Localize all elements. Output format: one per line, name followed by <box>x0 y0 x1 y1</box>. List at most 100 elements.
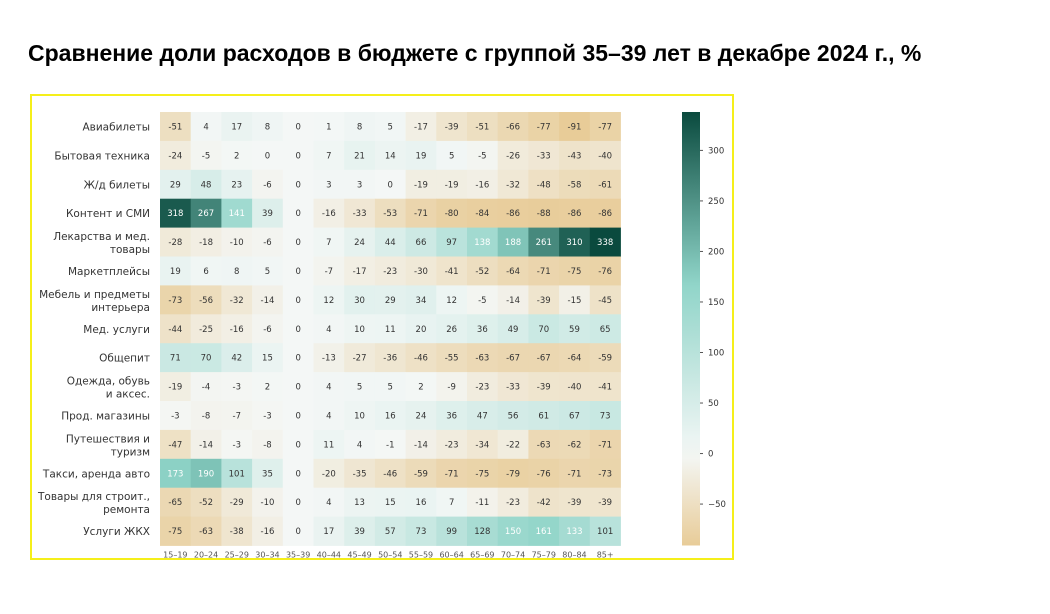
cell-value: -63 <box>199 527 213 537</box>
heatmap-cell <box>221 285 253 315</box>
cell-value: 71 <box>170 354 181 364</box>
heatmap-cell <box>436 487 468 517</box>
heatmap-cell <box>436 458 468 489</box>
cell-value: -36 <box>383 354 397 364</box>
cell-value: 7 <box>326 238 331 248</box>
heatmap-cell <box>344 458 376 489</box>
column-label: 55–59 <box>409 551 433 559</box>
cell-value: -64 <box>568 354 582 364</box>
cell-value: 70 <box>201 354 212 364</box>
heatmap-cell <box>436 112 468 142</box>
heatmap-cell <box>282 314 314 344</box>
cell-value: -40 <box>598 151 612 161</box>
heatmap-cell <box>252 314 284 344</box>
heatmap-cell <box>559 372 591 402</box>
row-label: Услуги ЖКХ <box>83 526 150 538</box>
cell-value: 0 <box>295 209 300 219</box>
heatmap-cell <box>252 198 284 228</box>
cell-value: -58 <box>568 180 582 190</box>
cell-value: 4 <box>357 440 362 450</box>
heatmap-cell <box>559 314 591 344</box>
cell-value: -88 <box>537 209 551 219</box>
cell-value: -8 <box>202 411 210 421</box>
heatmap-cell <box>589 516 621 546</box>
heatmap-cell <box>282 169 314 200</box>
page-title: Сравнение доли расходов в бюджете с груп… <box>28 40 922 66</box>
cell-value: 5 <box>449 151 454 161</box>
row-label: Авиабилеты <box>82 121 150 133</box>
heatmap-cell <box>190 429 222 460</box>
cell-value: -71 <box>445 469 459 479</box>
cell-value: -79 <box>506 469 520 479</box>
cell-value: -80 <box>445 209 459 219</box>
cell-value: -73 <box>168 296 182 306</box>
heatmap-cell <box>374 227 406 257</box>
heatmap-cell <box>528 285 560 315</box>
heatmap-cell <box>313 227 345 257</box>
cell-value: 16 <box>385 411 396 421</box>
cell-value: 47 <box>477 411 488 421</box>
heatmap-cell <box>190 314 222 344</box>
cell-value: -17 <box>414 122 428 132</box>
heatmap-cell <box>190 516 222 546</box>
cell-value: 36 <box>446 411 457 421</box>
cell-value: -23 <box>475 383 489 393</box>
cell-value: -46 <box>414 354 428 364</box>
cell-value: 5 <box>388 383 393 393</box>
cell-value: 190 <box>198 469 214 479</box>
heatmap-cell <box>282 256 314 286</box>
heatmap-cell <box>559 429 591 460</box>
heatmap-cell <box>252 343 284 373</box>
heatmap-cell <box>559 140 591 171</box>
heatmap-cell <box>221 458 253 489</box>
heatmap-cell <box>405 140 437 171</box>
heatmap-cell <box>467 516 499 546</box>
heatmap-cell <box>313 314 345 344</box>
heatmap-cell <box>252 401 284 431</box>
cell-value: -5 <box>478 296 486 306</box>
cell-value: -16 <box>322 209 336 219</box>
cell-value: -84 <box>475 209 489 219</box>
cell-value: 14 <box>385 151 396 161</box>
cell-value: -63 <box>537 440 551 450</box>
cell-value: -1 <box>386 440 394 450</box>
heatmap-cell <box>405 314 437 344</box>
cell-value: -75 <box>475 469 489 479</box>
heatmap-cell <box>344 227 376 257</box>
cell-value: -33 <box>353 209 367 219</box>
cell-value: 3 <box>326 180 331 190</box>
heatmap-cell <box>436 516 468 546</box>
heatmap-cell <box>497 401 529 431</box>
cell-value: -71 <box>537 267 551 277</box>
heatmap-cell <box>467 343 499 373</box>
heatmap-cell <box>467 487 499 517</box>
cell-value: 133 <box>566 527 582 537</box>
heatmap-cell <box>589 140 621 171</box>
heatmap-cell <box>405 285 437 315</box>
cell-value: 0 <box>295 527 300 537</box>
cell-value: 101 <box>597 527 613 537</box>
cell-value: -3 <box>233 440 241 450</box>
cell-value: 24 <box>416 411 427 421</box>
heatmap-cell <box>221 112 253 142</box>
row-label: Ж/д билеты <box>84 179 150 191</box>
heatmap-cell <box>190 169 222 200</box>
cell-value: 24 <box>354 238 365 248</box>
heatmap-cell <box>221 516 253 546</box>
heatmap-cell <box>497 372 529 402</box>
heatmap-cell <box>405 343 437 373</box>
heatmap-cell <box>374 429 406 460</box>
cell-value: 0 <box>295 122 300 132</box>
heatmap-cell <box>559 285 591 315</box>
cell-value: -15 <box>568 296 582 306</box>
heatmap-cell <box>559 112 591 142</box>
heatmap-cell <box>559 256 591 286</box>
heatmap-cell <box>467 372 499 402</box>
heatmap-cell <box>374 256 406 286</box>
heatmap-cell <box>467 458 499 489</box>
colorbar <box>682 112 700 546</box>
cell-value: -17 <box>353 267 367 277</box>
heatmap-cell <box>313 198 345 228</box>
cell-value: -3 <box>263 411 271 421</box>
cell-value: 49 <box>508 325 519 335</box>
